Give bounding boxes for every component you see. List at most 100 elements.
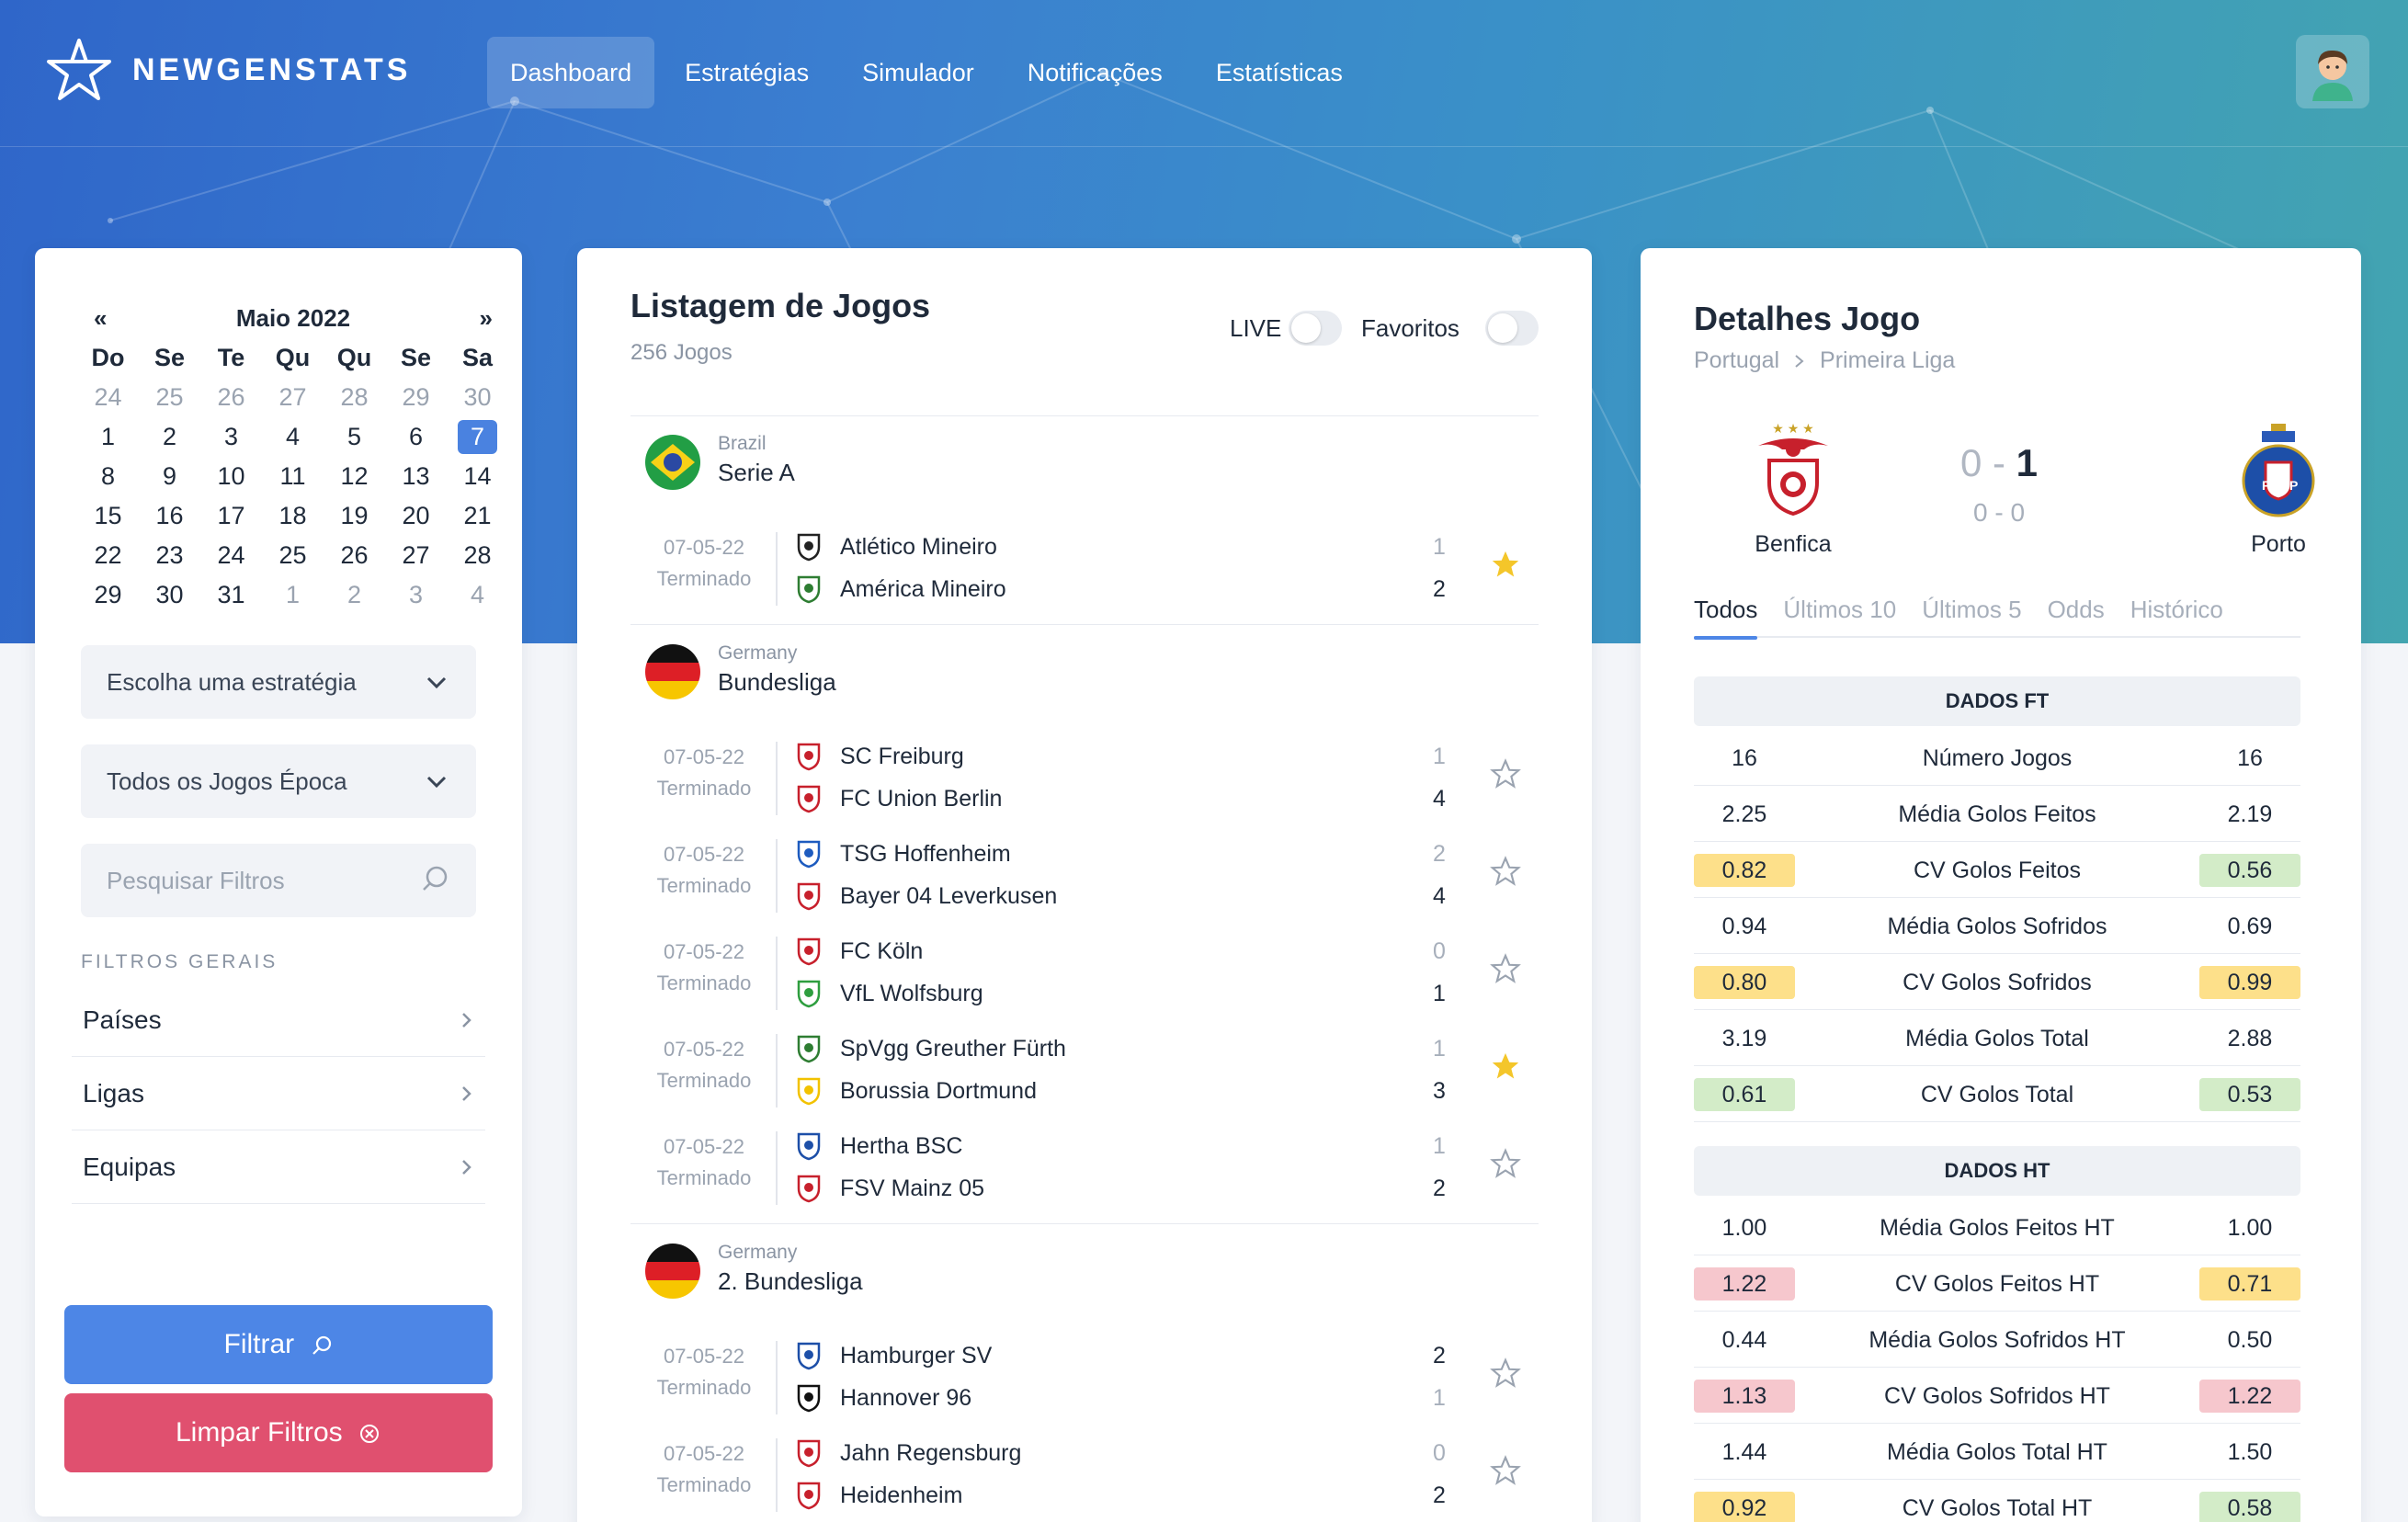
clear-filters-button[interactable]: Limpar Filtros xyxy=(64,1393,493,1472)
calendar-next-button[interactable]: » xyxy=(479,303,493,332)
calendar-day[interactable]: 6 xyxy=(408,423,424,450)
league-name[interactable]: Bundesliga xyxy=(718,668,836,696)
filter-paises[interactable]: Países xyxy=(72,983,485,1057)
match-row[interactable]: 07-05-22 Terminado Hamburger SV Hannover 96… xyxy=(630,1328,1539,1425)
away-team[interactable]: F P Porto xyxy=(2187,418,2361,558)
calendar-day[interactable]: 28 xyxy=(340,383,369,411)
calendar-day[interactable]: 21 xyxy=(463,502,492,529)
calendar-day[interactable]: 1 xyxy=(285,581,301,608)
home-team-name: Jahn Regensburg xyxy=(840,1439,1022,1466)
calendar-day[interactable]: 19 xyxy=(340,502,369,529)
star-icon[interactable] xyxy=(1490,953,1521,989)
stats-row: 1.44 Média Golos Total HT 1.50 xyxy=(1694,1424,2300,1480)
star-icon[interactable] xyxy=(1490,1455,1521,1491)
match-row[interactable]: 07-05-22 Terminado SpVgg Greuther Fürth Bor… xyxy=(630,1021,1539,1119)
calendar-day[interactable]: 4 xyxy=(285,423,301,450)
calendar-day[interactable]: 3 xyxy=(408,581,424,608)
calendar-day[interactable]: 24 xyxy=(94,383,122,411)
calendar-day-selected[interactable]: 7 xyxy=(458,420,497,454)
calendar-day[interactable]: 9 xyxy=(162,462,177,490)
match-row[interactable]: 07-05-22 Terminado Jahn Regensburg Heidenhe… xyxy=(630,1425,1539,1522)
calendar-day[interactable]: 11 xyxy=(279,462,306,490)
calendar-day[interactable]: 30 xyxy=(463,383,492,411)
calendar-day[interactable]: 29 xyxy=(402,383,430,411)
star-filled-icon[interactable] xyxy=(1490,549,1521,585)
league-name[interactable]: Serie A xyxy=(718,459,795,486)
filter-button[interactable]: Filtrar xyxy=(64,1305,493,1384)
calendar-day[interactable]: 31 xyxy=(217,581,245,608)
user-avatar[interactable] xyxy=(2296,35,2369,108)
calendar-day[interactable]: 24 xyxy=(217,541,245,569)
calendar-day[interactable]: 26 xyxy=(340,541,369,569)
nav-notificacoes[interactable]: Notificações xyxy=(1027,59,1163,86)
star-icon[interactable] xyxy=(1490,856,1521,892)
calendar-day[interactable]: 26 xyxy=(217,383,245,411)
calendar-day[interactable]: 18 xyxy=(278,502,307,529)
tab-ultimos-10[interactable]: Últimos 10 xyxy=(1783,596,1897,623)
favorites-toggle[interactable] xyxy=(1485,311,1539,346)
calendar-day[interactable]: 12 xyxy=(340,462,369,490)
live-toggle[interactable] xyxy=(1289,311,1342,346)
filter-equipas[interactable]: Equipas xyxy=(72,1130,485,1204)
match-row[interactable]: 07-05-22 Terminado FC Köln VfL Wolfsburg 0 1 xyxy=(630,924,1539,1021)
weekday-header: Qu xyxy=(336,344,372,371)
calendar-day[interactable]: 28 xyxy=(463,541,492,569)
calendar-day[interactable]: 20 xyxy=(402,502,430,529)
benfica-crest-icon: ★ ★ ★ xyxy=(1758,421,1828,517)
calendar-day[interactable]: 3 xyxy=(223,423,239,450)
calendar-day[interactable]: 29 xyxy=(94,581,122,608)
filter-button-label: Filtrar xyxy=(223,1329,295,1359)
calendar-day[interactable]: 27 xyxy=(402,541,430,569)
nav-dashboard[interactable]: Dashboard xyxy=(487,37,655,108)
calendar-day[interactable]: 2 xyxy=(162,423,177,450)
svg-text:F: F xyxy=(2262,478,2270,493)
team-crest-icon xyxy=(794,574,823,604)
calendar-day[interactable]: 13 xyxy=(402,462,430,490)
calendar-day[interactable]: 23 xyxy=(155,541,184,569)
nav-simulador[interactable]: Simulador xyxy=(862,59,974,86)
calendar-day[interactable]: 17 xyxy=(217,502,245,529)
calendar-day[interactable]: 25 xyxy=(278,541,307,569)
calendar-day[interactable]: 15 xyxy=(94,502,122,529)
strategy-select[interactable]: Escolha uma estratégia xyxy=(81,645,476,719)
calendar-day[interactable]: 2 xyxy=(346,581,362,608)
stats-row: 0.94 Média Golos Sofridos 0.69 xyxy=(1694,898,2300,954)
filter-ligas[interactable]: Ligas xyxy=(72,1057,485,1130)
tab-ultimos-5[interactable]: Últimos 5 xyxy=(1922,596,2022,623)
calendar-day[interactable]: 14 xyxy=(463,462,492,490)
star-icon[interactable] xyxy=(1490,1357,1521,1393)
user-avatar-icon xyxy=(2312,50,2353,101)
calendar-day[interactable]: 4 xyxy=(470,581,485,608)
tab-odds[interactable]: Odds xyxy=(2047,596,2105,623)
season-select[interactable]: Todos os Jogos Época xyxy=(81,744,476,818)
breadcrumb-country[interactable]: Portugal xyxy=(1694,347,1780,373)
tab-historico[interactable]: Histórico xyxy=(2130,596,2223,623)
calendar-day[interactable]: 8 xyxy=(100,462,116,490)
match-row[interactable]: 07-05-22 Terminado SC Freiburg FC Union Ber… xyxy=(630,729,1539,826)
home-team[interactable]: ★ ★ ★ Benfica xyxy=(1701,418,1885,558)
match-row[interactable]: 07-05-22 Terminado TSG Hoffenheim Bayer 04 … xyxy=(630,826,1539,924)
star-icon[interactable] xyxy=(1490,758,1521,794)
calendar-prev-button[interactable]: « xyxy=(94,303,108,332)
calendar-day[interactable]: 5 xyxy=(346,423,362,450)
breadcrumb-league[interactable]: Primeira Liga xyxy=(1820,347,1956,373)
match-row[interactable]: 07-05-22 Terminado Atlético Mineiro América… xyxy=(630,519,1539,617)
star-icon[interactable] xyxy=(1490,1148,1521,1184)
nav-estrategias[interactable]: Estratégias xyxy=(685,59,810,86)
away-score: 2 xyxy=(1433,1482,1446,1508)
filter-search-input[interactable]: Pesquisar Filtros xyxy=(81,844,476,917)
star-filled-icon[interactable] xyxy=(1490,1051,1521,1086)
league-name[interactable]: 2. Bundesliga xyxy=(718,1267,863,1295)
calendar-day[interactable]: 27 xyxy=(278,383,307,411)
calendar-day[interactable]: 22 xyxy=(94,541,122,569)
calendar-day[interactable]: 25 xyxy=(155,383,184,411)
calendar-day[interactable]: 30 xyxy=(155,581,184,608)
brand-logo[interactable]: NEWGENSTATS xyxy=(46,37,411,103)
calendar-day[interactable]: 16 xyxy=(155,502,184,529)
tab-todos[interactable]: Todos xyxy=(1694,596,1758,640)
match-row[interactable]: 07-05-22 Terminado Hertha BSC FSV Mainz 05 1… xyxy=(630,1119,1539,1216)
calendar-day[interactable]: 1 xyxy=(100,423,116,450)
calendar-day[interactable]: 10 xyxy=(217,462,245,490)
nav-estatisticas[interactable]: Estatísticas xyxy=(1215,59,1343,86)
league-group: Brazil Serie A 07-05-22 Terminado Atlético M… xyxy=(630,418,1539,628)
